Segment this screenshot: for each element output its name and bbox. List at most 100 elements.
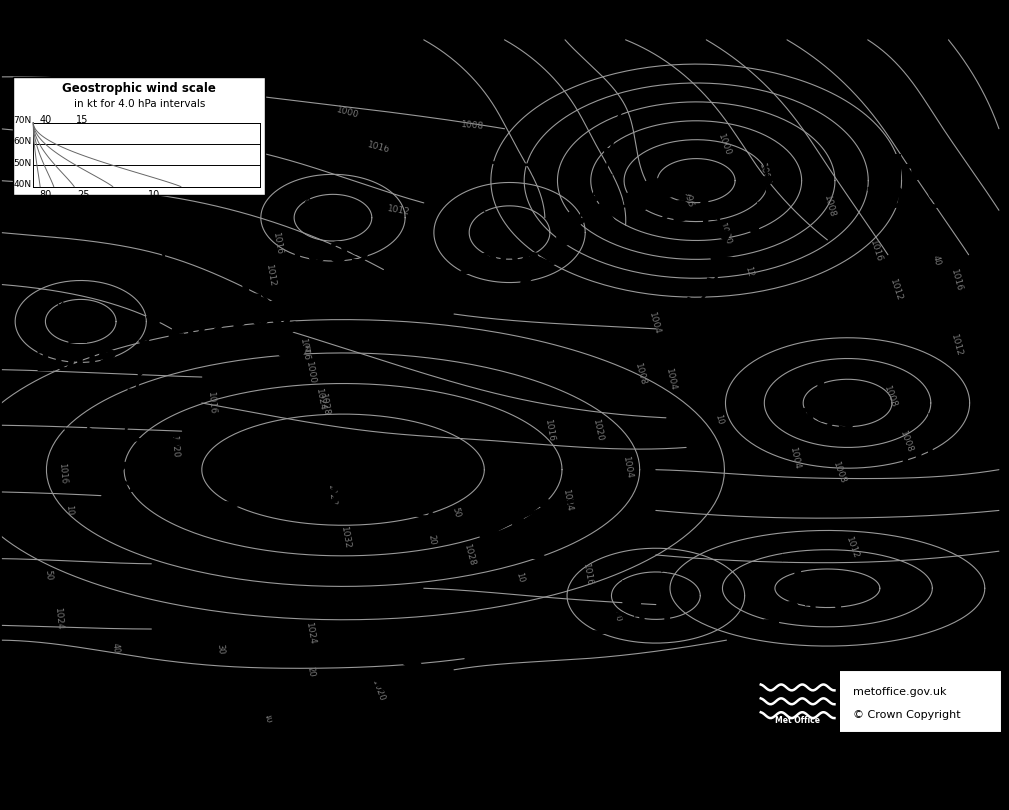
Polygon shape <box>155 270 173 280</box>
Text: 40N: 40N <box>13 180 31 189</box>
Polygon shape <box>571 215 587 227</box>
Polygon shape <box>116 437 133 448</box>
Text: 12: 12 <box>743 265 755 277</box>
Text: ×: × <box>184 266 196 280</box>
Text: 999: 999 <box>793 407 858 436</box>
Text: 1016: 1016 <box>271 232 284 256</box>
Polygon shape <box>501 298 517 310</box>
Polygon shape <box>129 480 145 492</box>
Polygon shape <box>533 155 547 175</box>
Polygon shape <box>540 258 554 270</box>
Text: 25: 25 <box>78 190 90 200</box>
Text: 1016: 1016 <box>207 391 217 415</box>
Polygon shape <box>707 278 722 289</box>
Text: 1016: 1016 <box>581 563 593 587</box>
Text: 1024: 1024 <box>315 387 327 411</box>
Polygon shape <box>306 699 323 718</box>
Text: 10: 10 <box>148 190 160 200</box>
Text: metoffice.gov.uk: metoffice.gov.uk <box>853 687 946 697</box>
Polygon shape <box>759 177 775 186</box>
Polygon shape <box>536 499 555 517</box>
Text: 1000: 1000 <box>305 361 317 386</box>
Text: 10: 10 <box>514 571 526 583</box>
Text: 1004: 1004 <box>664 367 678 391</box>
Text: 1020: 1020 <box>590 419 604 443</box>
Text: 996: 996 <box>681 190 695 209</box>
Text: Geostrophic wind scale: Geostrophic wind scale <box>63 82 216 95</box>
Polygon shape <box>625 191 646 211</box>
Polygon shape <box>686 297 711 312</box>
Text: 1016: 1016 <box>544 419 556 443</box>
Polygon shape <box>154 245 172 255</box>
Text: H: H <box>891 152 921 186</box>
Text: L: L <box>317 208 339 242</box>
Text: 1012: 1012 <box>264 263 276 288</box>
Polygon shape <box>133 365 149 376</box>
Text: 1020: 1020 <box>170 436 180 459</box>
Text: 1016: 1016 <box>299 338 311 362</box>
Polygon shape <box>152 293 170 305</box>
Polygon shape <box>596 171 612 183</box>
Text: L: L <box>791 568 813 602</box>
Text: 1008: 1008 <box>208 303 293 332</box>
Text: 1008: 1008 <box>831 461 848 486</box>
Text: L: L <box>65 316 87 350</box>
Polygon shape <box>564 211 582 231</box>
Text: L: L <box>239 271 261 305</box>
Polygon shape <box>557 237 572 249</box>
Text: 1016: 1016 <box>58 463 68 484</box>
Polygon shape <box>715 231 732 241</box>
Text: 1035: 1035 <box>278 481 363 510</box>
Text: L: L <box>488 220 511 254</box>
Polygon shape <box>503 513 525 531</box>
Text: 1012: 1012 <box>888 278 904 303</box>
Text: Met Office: Met Office <box>775 716 820 725</box>
Text: 1028: 1028 <box>462 543 476 567</box>
Polygon shape <box>146 317 163 328</box>
Polygon shape <box>750 228 765 239</box>
Polygon shape <box>474 528 495 546</box>
Text: in kt for 4.0 hPa intervals: in kt for 4.0 hPa intervals <box>74 99 205 109</box>
Polygon shape <box>170 437 183 448</box>
Polygon shape <box>653 178 674 198</box>
Text: 1032: 1032 <box>339 526 351 550</box>
Polygon shape <box>758 202 773 213</box>
Text: ×: × <box>779 552 791 565</box>
Text: 1016: 1016 <box>366 140 390 155</box>
Text: 50: 50 <box>450 506 462 519</box>
Text: © Crown Copyright: © Crown Copyright <box>853 710 961 720</box>
Text: 1012: 1012 <box>760 599 845 629</box>
Text: ×: × <box>52 300 65 313</box>
Text: 1012: 1012 <box>386 204 411 217</box>
Polygon shape <box>399 658 422 674</box>
Text: 1009: 1009 <box>286 241 370 269</box>
Text: L: L <box>925 412 947 446</box>
Polygon shape <box>229 497 244 509</box>
Text: 20: 20 <box>306 665 316 677</box>
Text: 1024: 1024 <box>53 608 64 631</box>
Text: 60N: 60N <box>13 138 31 147</box>
Text: 1023: 1023 <box>164 314 249 343</box>
Polygon shape <box>687 185 702 197</box>
Text: ×: × <box>658 563 670 577</box>
Polygon shape <box>608 123 625 135</box>
Text: 1008: 1008 <box>634 363 648 387</box>
Text: 40: 40 <box>111 642 121 653</box>
Text: 1016: 1016 <box>949 268 964 293</box>
Polygon shape <box>486 529 503 539</box>
Polygon shape <box>603 148 620 160</box>
Polygon shape <box>361 503 376 516</box>
Text: 40: 40 <box>39 115 51 126</box>
Text: 1000: 1000 <box>716 222 733 246</box>
Text: 1020: 1020 <box>370 678 386 703</box>
Text: 80: 80 <box>39 190 51 200</box>
Polygon shape <box>495 153 512 173</box>
Text: 1004: 1004 <box>622 456 634 480</box>
Text: 1012: 1012 <box>949 333 964 357</box>
Polygon shape <box>196 494 211 506</box>
Polygon shape <box>514 543 530 554</box>
Text: 1000: 1000 <box>336 105 360 120</box>
Polygon shape <box>711 255 738 266</box>
Text: Forecast chart (T+24) valid 00 UTC WED 17 APR 2024: Forecast chart (T+24) valid 00 UTC WED 1… <box>8 49 302 58</box>
Polygon shape <box>395 506 410 518</box>
